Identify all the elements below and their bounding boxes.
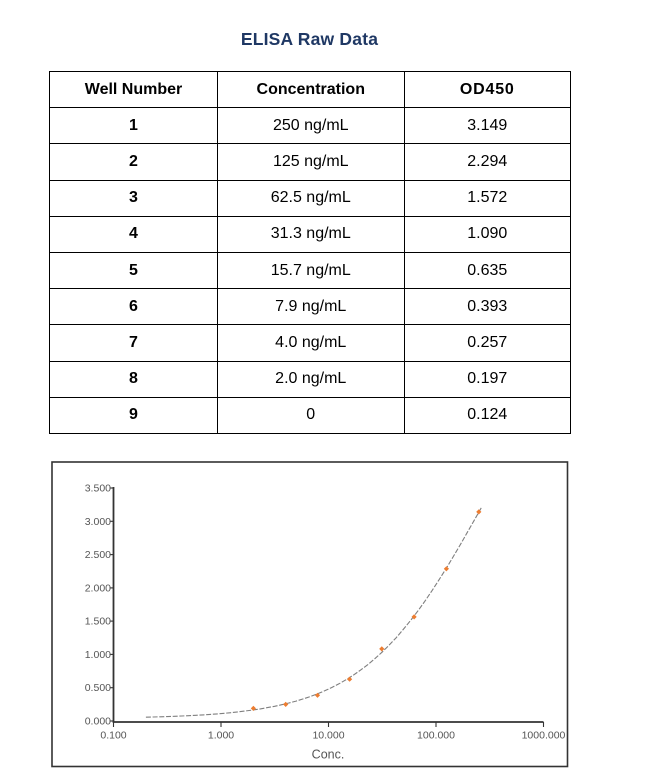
svg-text:Conc.: Conc. [312, 748, 345, 762]
svg-text:3.000: 3.000 [85, 516, 111, 528]
svg-text:0.000: 0.000 [85, 716, 111, 728]
svg-text:1000.000: 1000.000 [522, 730, 566, 742]
svg-text:100.000: 100.000 [417, 730, 455, 742]
svg-text:0.500: 0.500 [85, 682, 111, 694]
svg-text:10.000: 10.000 [312, 730, 344, 742]
svg-text:1.500: 1.500 [85, 616, 111, 628]
svg-text:1.000: 1.000 [85, 649, 111, 661]
svg-text:2.000: 2.000 [85, 582, 111, 594]
svg-text:1.000: 1.000 [208, 730, 234, 742]
svg-text:0.100: 0.100 [100, 730, 126, 742]
svg-text:2.500: 2.500 [85, 549, 111, 561]
svg-text:3.500: 3.500 [85, 483, 111, 495]
